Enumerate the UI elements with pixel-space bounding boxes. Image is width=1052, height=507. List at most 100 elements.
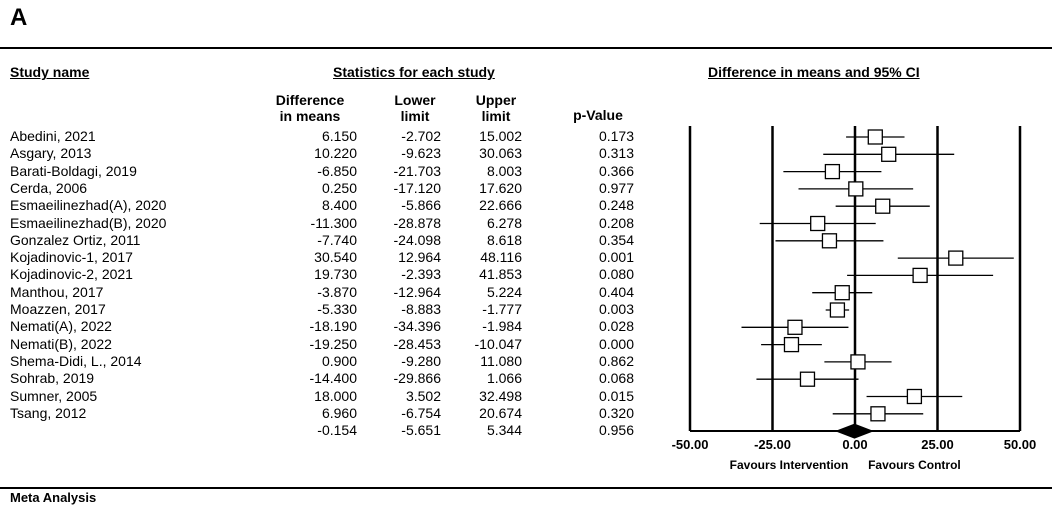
study-name-cell: Esmaeilinezhad(A), 2020 <box>10 197 167 214</box>
effect-square <box>787 319 803 335</box>
lower-cell: -9.623 <box>401 145 441 162</box>
lower-cell: 12.964 <box>398 249 441 266</box>
col-header-upper: Upper limit <box>466 92 526 124</box>
forest-plot: -50.00 -25.00 0.00 25.00 50.00 Favours Interv… <box>672 126 1036 472</box>
col-header-lower-line2: limit <box>400 108 430 124</box>
upper-cell: 5.224 <box>486 283 522 300</box>
study-name-cell: Abedini, 2021 <box>10 128 96 144</box>
upper-cell: 48.116 <box>480 249 522 266</box>
lower-cell: -34.396 <box>393 318 441 335</box>
col-header-p: p-Value <box>573 107 623 123</box>
lower-cell: -12.964 <box>393 283 441 300</box>
upper-cell: -10.047 <box>474 335 522 352</box>
pooled-row: -0.154 -5.651 5.344 0.956 <box>0 422 650 439</box>
study-row: Shema-Didi, L., 2014 0.900 -9.280 11.080 0.8… <box>0 353 650 370</box>
study-row: Nemati(B), 2022 -19.250 -28.453 -10.047 0.00… <box>0 336 650 353</box>
effect-square <box>875 198 891 214</box>
upper-cell: 32.498 <box>479 387 522 404</box>
lower-cell: -28.453 <box>393 335 441 352</box>
study-row: Moazzen, 2017 -5.330 -8.883 -1.777 0.003 <box>0 301 650 318</box>
lower-cell: -28.878 <box>393 214 441 231</box>
lower-cell: -5.866 <box>401 197 441 214</box>
upper-cell: 1.066 <box>486 370 522 387</box>
lower-cell: -29.866 <box>393 370 441 387</box>
col-header-lower-line1: Lower <box>394 92 436 108</box>
lower-cell: -21.703 <box>393 162 441 179</box>
study-name-cell: Kojadinovic-2, 2021 <box>10 266 133 283</box>
upper-cell: 8.618 <box>486 231 522 248</box>
diff-cell: -0.154 <box>317 422 357 439</box>
study-name-cell: Nemati(A), 2022 <box>10 318 112 335</box>
study-name-cell: Manthou, 2017 <box>10 283 104 300</box>
upper-cell: 15.002 <box>479 128 522 144</box>
effect-square <box>829 302 846 318</box>
study-row: Tsang, 2012 6.960 -6.754 20.674 0.320 <box>0 405 650 422</box>
p-value-cell: 0.404 <box>598 283 634 300</box>
p-value-cell: 0.354 <box>598 231 634 248</box>
diff-cell: 10.220 <box>314 145 357 162</box>
upper-cell: 5.344 <box>486 422 522 439</box>
col-header-upper-line1: Upper <box>475 92 517 108</box>
effect-square <box>870 406 886 422</box>
upper-cell: 30.063 <box>479 145 522 162</box>
effect-square <box>799 371 816 387</box>
effect-square <box>783 336 800 353</box>
study-name-header: Study name <box>10 64 90 80</box>
lower-cell: 3.502 <box>405 387 441 404</box>
p-value-cell: 0.862 <box>598 352 634 369</box>
study-row: Gonzalez Ortiz, 2011 -7.740 -24.098 8.618 0.… <box>0 232 650 249</box>
col-header-diff-line1: Difference <box>275 92 345 108</box>
p-value-cell: 0.248 <box>598 197 634 214</box>
diff-cell: -6.850 <box>317 162 357 179</box>
effect-square <box>881 146 897 162</box>
study-row: Manthou, 2017 -3.870 -12.964 5.224 0.404 <box>0 284 650 301</box>
pooled-diamond <box>834 423 875 439</box>
p-value-cell: 0.001 <box>598 249 634 266</box>
diff-cell: -3.870 <box>317 283 357 300</box>
upper-cell: 22.666 <box>479 197 522 214</box>
favours-right-label: Favours Control <box>868 458 961 472</box>
lower-cell: -2.702 <box>401 128 441 144</box>
col-header-upper-line2: limit <box>481 108 511 124</box>
effect-square <box>906 388 923 405</box>
p-value-cell: 0.977 <box>598 179 634 196</box>
p-value-cell: 0.313 <box>598 145 634 162</box>
study-name-cell: Shema-Didi, L., 2014 <box>10 352 142 369</box>
study-row: Sumner, 2005 18.000 3.502 32.498 0.015 <box>0 388 650 405</box>
diff-cell: -11.300 <box>310 214 357 231</box>
diff-cell: -18.190 <box>309 318 357 335</box>
study-row: Esmaeilinezhad(B), 2020 -11.300 -28.878 6.2… <box>0 215 650 232</box>
study-row: Nemati(A), 2022 -18.190 -34.396 -1.984 0.028 <box>0 318 650 335</box>
ci-header: Difference in means and 95% CI <box>708 64 920 80</box>
effect-square <box>867 129 883 145</box>
lower-cell: -5.651 <box>401 422 441 439</box>
study-row: Abedini, 2021 6.150 -2.702 15.002 0.173 <box>0 128 650 145</box>
study-row: Barati-Boldagi, 2019 -6.850 -21.703 8.003 0.… <box>0 163 650 180</box>
study-row: Asgary, 2013 10.220 -9.623 30.063 0.313 <box>0 145 650 162</box>
diff-cell: 19.730 <box>314 266 357 283</box>
study-name-cell: Sohrab, 2019 <box>10 370 95 387</box>
lower-cell: -6.754 <box>401 404 441 421</box>
bottom-rule <box>0 487 1052 489</box>
diff-cell: -14.400 <box>309 370 357 387</box>
panel-label: A <box>10 4 28 31</box>
diff-cell: 0.250 <box>321 179 357 196</box>
top-rule <box>0 47 1052 49</box>
upper-cell: 20.674 <box>479 404 522 421</box>
lower-cell: -9.280 <box>401 352 441 369</box>
study-name-cell: Moazzen, 2017 <box>10 301 106 317</box>
effect-square <box>834 285 850 301</box>
study-row: Kojadinovic-2, 2021 19.730 -2.393 41.853 0.0… <box>0 266 650 283</box>
lower-cell: -2.393 <box>401 266 441 283</box>
upper-cell: 8.003 <box>486 162 522 179</box>
p-value-cell: 0.320 <box>598 404 634 421</box>
p-value-cell: 0.366 <box>598 162 634 179</box>
p-value-cell: 0.000 <box>598 335 634 352</box>
effect-square <box>824 163 841 180</box>
study-name-cell: Sumner, 2005 <box>10 387 98 404</box>
study-name-cell: Kojadinovic-1, 2017 <box>10 249 133 266</box>
p-value-cell: 0.208 <box>598 214 634 231</box>
upper-cell: 41.853 <box>479 266 522 283</box>
x-tick-label: -50.00 <box>672 437 709 452</box>
statistics-header: Statistics for each study <box>333 64 495 80</box>
